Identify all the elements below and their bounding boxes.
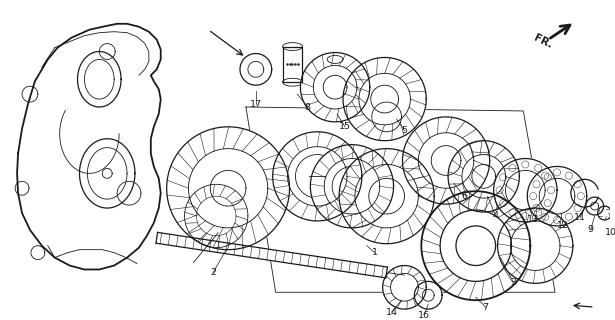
Polygon shape <box>327 52 343 65</box>
Polygon shape <box>156 232 387 278</box>
Polygon shape <box>527 166 587 226</box>
Text: 11: 11 <box>574 213 586 222</box>
Text: FR.: FR. <box>532 33 554 50</box>
Text: 8: 8 <box>304 102 311 111</box>
Text: 4: 4 <box>493 212 499 220</box>
Text: 7: 7 <box>483 303 489 312</box>
Polygon shape <box>415 281 442 309</box>
Text: 10: 10 <box>605 228 615 237</box>
Polygon shape <box>240 53 272 85</box>
Polygon shape <box>448 141 520 212</box>
Text: 6: 6 <box>461 192 467 201</box>
Polygon shape <box>282 47 303 82</box>
Polygon shape <box>498 208 573 283</box>
Text: 3: 3 <box>510 278 517 287</box>
Text: 9: 9 <box>588 225 593 234</box>
Text: 16: 16 <box>418 310 430 320</box>
Text: 12: 12 <box>557 221 569 230</box>
Polygon shape <box>79 139 135 208</box>
Polygon shape <box>77 52 121 107</box>
Text: 1: 1 <box>371 248 378 257</box>
Polygon shape <box>311 145 394 228</box>
Polygon shape <box>339 148 434 244</box>
Text: 13: 13 <box>527 215 539 224</box>
Polygon shape <box>383 266 426 309</box>
Text: 15: 15 <box>339 122 351 131</box>
Text: 17: 17 <box>250 100 262 108</box>
Polygon shape <box>402 117 490 204</box>
Polygon shape <box>421 191 530 300</box>
Polygon shape <box>167 127 290 250</box>
Polygon shape <box>343 58 426 141</box>
Polygon shape <box>184 184 248 248</box>
Text: 5: 5 <box>402 126 408 135</box>
Polygon shape <box>272 132 362 221</box>
Polygon shape <box>494 158 557 222</box>
Text: 14: 14 <box>386 308 397 316</box>
Polygon shape <box>300 52 370 122</box>
Text: 2: 2 <box>210 268 216 277</box>
